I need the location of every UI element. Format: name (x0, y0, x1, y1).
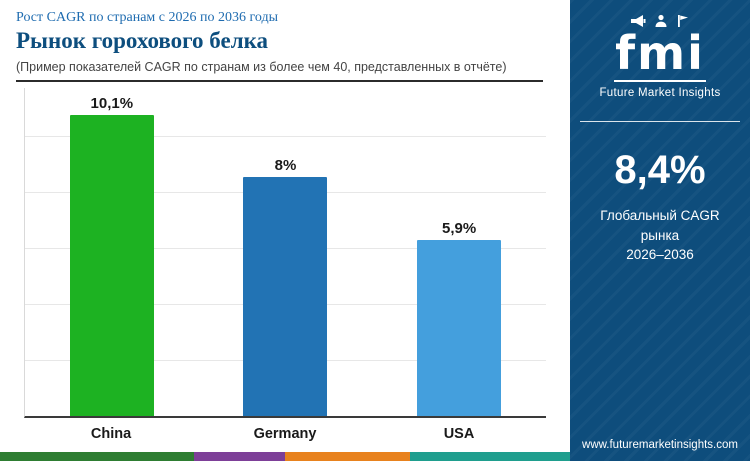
x-label-china: China (90, 426, 132, 442)
bar-value-label: 8% (274, 157, 297, 175)
bar-group-china: 10,1% (26, 88, 198, 416)
bottom-color-strip (0, 452, 570, 461)
person-icon (654, 14, 668, 28)
page-title: Рынок горохового белка (16, 28, 269, 53)
bar-group-germany: 8% (200, 88, 372, 416)
brand-name: Future Market Insights (599, 87, 721, 99)
cagr-caption-line2: 2026–2036 (626, 247, 694, 263)
strip-segment-orange (284, 452, 411, 461)
bar-usa (417, 240, 502, 416)
bar-germany (243, 177, 328, 416)
fmi-logo: fmi (615, 26, 705, 80)
megaphone-icon (630, 14, 646, 28)
x-label-germany: Germany (253, 426, 317, 442)
website-link[interactable]: www.futuremarketinsights.com (582, 439, 738, 451)
logo-icons (630, 14, 690, 28)
bar-chart: 10,1% 8% 5,9% China Germany USA (24, 88, 546, 452)
strip-segment-teal (410, 452, 570, 461)
logo-underline (614, 80, 706, 82)
strip-segment-purple (193, 452, 285, 461)
bar-china (69, 114, 154, 416)
bar-group-usa: 5,9% (373, 88, 545, 416)
brand-panel: fmi Future Market Insights 8,4% Глобальн… (570, 0, 750, 461)
header-divider (16, 80, 544, 82)
panel-divider (580, 121, 740, 122)
plot-area: 10,1% 8% 5,9% (24, 88, 546, 418)
bar-value-label: 5,9% (442, 220, 477, 238)
bar-value-label: 10,1% (90, 94, 134, 112)
cagr-caption-line1: Глобальный CAGR рынка (600, 208, 720, 243)
strip-segment-green (0, 452, 194, 461)
chart-subtitle: (Пример показателей CAGR по странам из б… (16, 60, 507, 74)
flag-icon (676, 14, 690, 28)
x-axis-labels: China Germany USA (24, 418, 546, 452)
global-cagr-value: 8,4% (614, 148, 706, 192)
x-label-usa: USA (443, 426, 475, 442)
global-cagr-caption: Глобальный CAGR рынка 2026–2036 (580, 206, 740, 265)
chart-eyebrow: Рост CAGR по странам с 2026 по 2036 годы (16, 10, 279, 25)
chart-column: Рост CAGR по странам с 2026 по 2036 годы… (0, 0, 570, 461)
chart-header: Рост CAGR по странам с 2026 по 2036 годы… (0, 0, 570, 82)
